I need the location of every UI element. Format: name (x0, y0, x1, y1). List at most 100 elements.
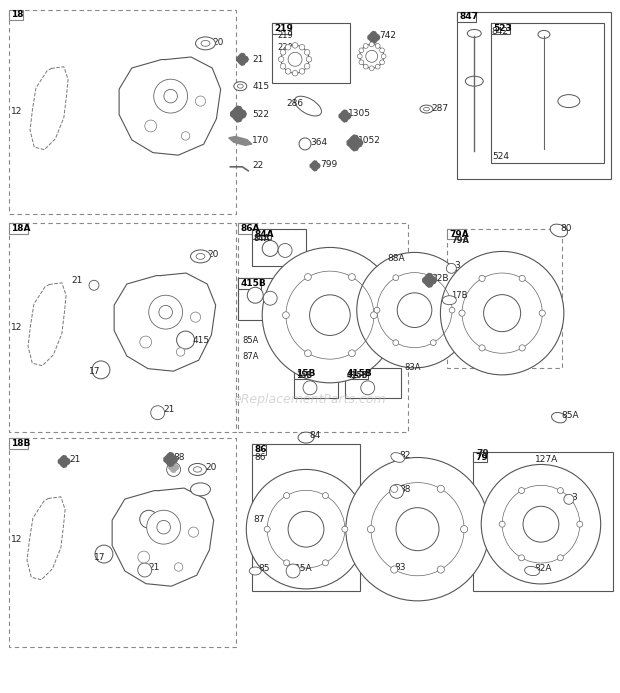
Bar (458, 12, 611, 179)
Circle shape (190, 312, 201, 322)
Polygon shape (229, 137, 252, 146)
Text: 17B: 17B (451, 291, 468, 300)
Circle shape (379, 60, 384, 64)
Text: 364: 364 (310, 139, 327, 148)
Circle shape (370, 42, 374, 46)
Circle shape (283, 312, 290, 319)
Text: 85A: 85A (242, 335, 259, 344)
Bar (448, 229, 562, 368)
Circle shape (89, 280, 99, 290)
Circle shape (564, 494, 574, 505)
Ellipse shape (298, 432, 314, 443)
Text: 86A: 86A (241, 224, 260, 233)
Bar (252, 444, 266, 455)
Circle shape (322, 493, 329, 498)
Circle shape (375, 44, 380, 49)
Text: 1305: 1305 (348, 109, 371, 118)
Circle shape (437, 485, 445, 493)
Text: 746: 746 (358, 52, 375, 61)
Circle shape (342, 526, 348, 532)
Circle shape (283, 560, 290, 565)
Circle shape (278, 57, 284, 62)
Circle shape (519, 275, 525, 281)
Text: 20: 20 (208, 250, 219, 259)
Bar (252, 444, 360, 591)
Text: 15A: 15A (295, 565, 312, 574)
Ellipse shape (443, 296, 456, 305)
Circle shape (280, 64, 286, 69)
Ellipse shape (465, 76, 483, 86)
Polygon shape (114, 273, 216, 371)
Bar (448, 229, 466, 240)
Bar (238, 279, 261, 289)
Bar (238, 222, 257, 234)
Circle shape (281, 45, 309, 73)
Bar (272, 24, 350, 83)
Circle shape (292, 71, 298, 76)
Ellipse shape (195, 37, 215, 50)
Circle shape (479, 345, 485, 351)
Circle shape (140, 336, 152, 348)
Ellipse shape (201, 40, 210, 46)
Text: 287: 287 (432, 103, 449, 112)
Bar (9, 10, 236, 213)
Polygon shape (58, 455, 70, 467)
Circle shape (195, 96, 206, 106)
Polygon shape (347, 135, 363, 151)
Text: 12: 12 (11, 107, 23, 116)
Circle shape (356, 252, 472, 368)
Circle shape (371, 312, 378, 319)
Circle shape (363, 44, 368, 49)
Polygon shape (169, 462, 179, 473)
Polygon shape (119, 57, 221, 155)
Circle shape (280, 49, 286, 55)
Polygon shape (237, 53, 248, 65)
Text: 18A: 18A (11, 224, 31, 233)
Bar (9, 10, 24, 21)
Circle shape (322, 560, 329, 565)
Bar (9, 437, 28, 448)
Circle shape (246, 469, 366, 589)
Circle shape (393, 274, 399, 281)
Ellipse shape (538, 30, 550, 38)
Circle shape (285, 44, 291, 50)
Bar (9, 437, 236, 647)
Text: 415: 415 (154, 514, 171, 523)
Text: 3: 3 (454, 261, 460, 270)
Circle shape (304, 64, 310, 69)
Circle shape (367, 525, 374, 533)
Text: 21: 21 (71, 276, 82, 285)
Circle shape (557, 555, 564, 561)
Ellipse shape (190, 250, 210, 263)
Ellipse shape (467, 29, 481, 37)
Text: 88A: 88A (388, 254, 405, 263)
Circle shape (283, 493, 290, 498)
Text: 170: 170 (252, 137, 270, 146)
Text: 15B: 15B (296, 371, 312, 380)
Ellipse shape (234, 82, 247, 91)
Bar (491, 24, 604, 163)
Text: 17: 17 (89, 367, 100, 376)
Ellipse shape (249, 567, 261, 575)
Text: 84: 84 (309, 431, 321, 440)
Circle shape (154, 79, 188, 113)
Circle shape (278, 243, 292, 257)
Ellipse shape (423, 107, 430, 111)
Text: 415B: 415B (347, 371, 368, 380)
Text: 79A: 79A (451, 236, 469, 245)
Circle shape (449, 307, 455, 313)
Circle shape (381, 54, 386, 59)
Text: 82B: 82B (432, 274, 449, 283)
Text: 88: 88 (174, 453, 185, 462)
Text: 79: 79 (476, 449, 489, 458)
Circle shape (288, 53, 302, 67)
Circle shape (159, 306, 172, 319)
Circle shape (299, 138, 311, 150)
Ellipse shape (558, 95, 580, 107)
Text: 522: 522 (252, 109, 269, 119)
Text: 86: 86 (254, 453, 266, 462)
Polygon shape (231, 106, 246, 122)
Polygon shape (339, 110, 351, 122)
Circle shape (138, 563, 152, 577)
Circle shape (288, 511, 324, 547)
